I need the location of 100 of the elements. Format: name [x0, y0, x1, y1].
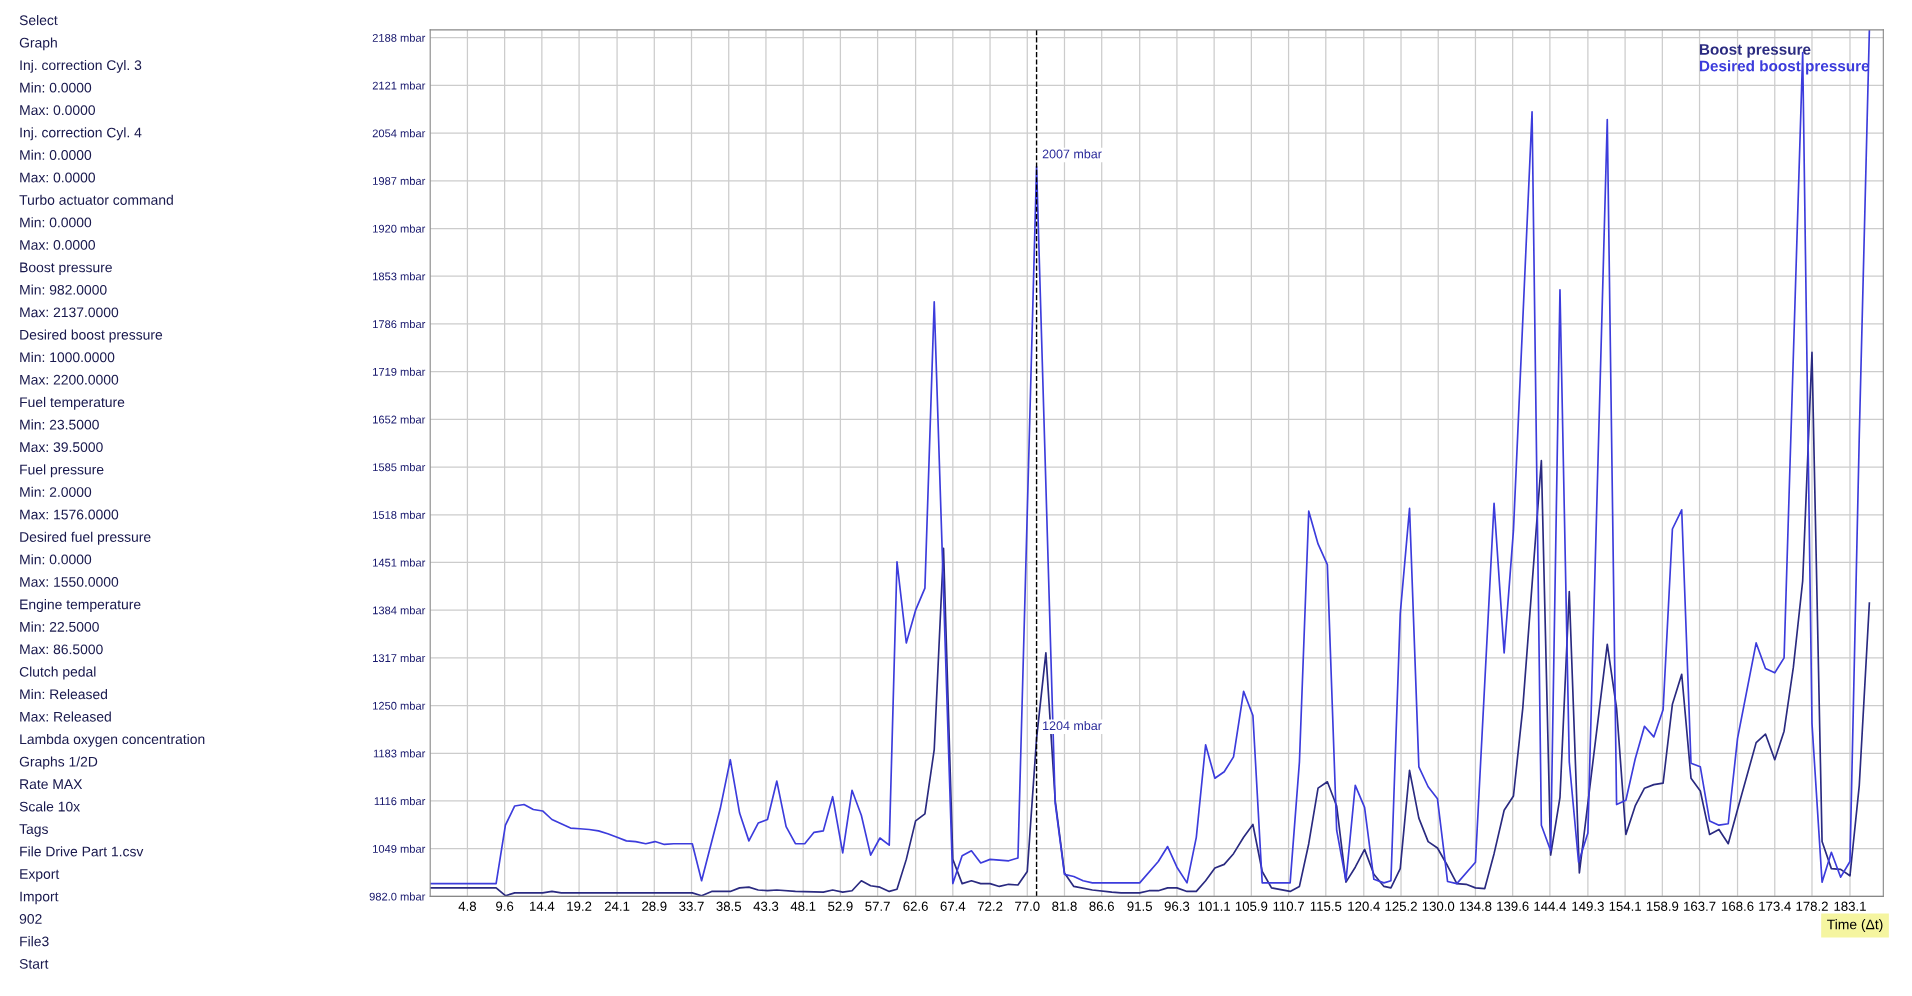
text: Boost pressure — [20, 262, 112, 276]
text: 902 — [19, 914, 42, 924]
x-tick-label: 86.6 — [1089, 901, 1114, 911]
line-series — [430, 351, 1871, 897]
y-tick-label: 1786 mbar — [373, 319, 426, 329]
x-tick-label: 52.9 — [828, 901, 853, 911]
text: Max: 0.0000 — [20, 105, 96, 116]
x-tick-label: 163.7 — [1684, 901, 1716, 911]
text: Min: 0.0000 — [20, 217, 92, 228]
x-tick-label: 91.5 — [1127, 901, 1152, 911]
x-tick-label: 149.3 — [1572, 901, 1604, 911]
x-tick-label: 139.6 — [1497, 901, 1529, 911]
y-tick-label: 1183 mbar — [373, 749, 426, 758]
x-tick-label: 48.1 — [790, 901, 816, 911]
y-tick-label: 982.0 mbar — [369, 892, 426, 901]
x-tick-label: 173.4 — [1759, 901, 1791, 911]
text: Desired boost pressure — [20, 329, 163, 343]
text: Max: 0.0000 — [20, 172, 96, 183]
y-tick-label: 1451 mbar — [373, 558, 426, 567]
x-tick-label: 134.8 — [1459, 901, 1492, 911]
text: Engine temperature — [20, 599, 141, 613]
x-tick-label: 168.6 — [1722, 901, 1754, 911]
text: Clutch pedal — [19, 666, 96, 680]
text: Fuel temperature — [20, 396, 125, 410]
text: Export — [20, 869, 60, 882]
text: Max: 0.0000 — [20, 239, 96, 250]
series-label: Desired boost pressure — [1699, 60, 1870, 75]
y-tick-label: 1250 mbar — [373, 701, 426, 710]
x-tick-label: 4.8 — [458, 901, 477, 911]
x-tick-label: 120.4 — [1348, 901, 1380, 911]
x-tick-label: 144.4 — [1534, 901, 1567, 911]
x-tick-label: 105.9 — [1235, 901, 1268, 911]
y-tick-label: 1987 mbar — [373, 176, 426, 185]
text: Desired fuel pressure — [20, 531, 151, 545]
text: Max: 86.5000 — [20, 644, 103, 655]
y-tick-label: 1049 mbar — [373, 844, 426, 853]
text: Tags — [19, 824, 48, 837]
y-tick-label: 2188 mbar — [372, 33, 426, 42]
text: Scale 10x — [19, 801, 80, 812]
text: Inj. correction Cyl. 3 — [20, 59, 142, 73]
y-tick-label: 1719 mbar — [373, 367, 426, 376]
y-tick-label: 1652 mbar — [373, 415, 426, 424]
x-tick-label: 110.7 — [1273, 901, 1304, 911]
x-tick-label: 154.1 — [1609, 901, 1641, 911]
annotation: 1204 mbar — [1043, 720, 1102, 731]
text: Max: 39.5000 — [20, 442, 103, 453]
text: Rate MAX — [20, 779, 83, 790]
x-tick-label: 24.1 — [604, 901, 630, 911]
text: Min: Released — [20, 688, 107, 700]
x-tick-label: 125.2 — [1385, 901, 1417, 911]
x-axis-title: Time (Δt) — [1827, 919, 1883, 933]
x-tick-label: 72.2 — [977, 901, 1003, 911]
y-tick-label: 2054 mbar — [372, 129, 426, 138]
text: Import — [20, 891, 59, 905]
x-tick-label: 96.3 — [1164, 901, 1190, 911]
x-tick-label: 158.9 — [1646, 901, 1679, 911]
text: Max: 2200.0000 — [20, 374, 119, 385]
text: Select — [19, 14, 58, 26]
text: Graph — [19, 37, 57, 51]
text: Min: 22.5000 — [20, 621, 99, 632]
text: Min: 0.0000 — [20, 82, 92, 93]
text: File3 — [20, 936, 49, 947]
x-tick-label: 57.7 — [865, 901, 890, 911]
text: Max: Released — [20, 711, 111, 722]
x-tick-label: 183.1 — [1834, 901, 1866, 911]
text: Min: 23.5000 — [20, 419, 99, 430]
y-tick-label: 1585 mbar — [373, 463, 426, 472]
text: Start — [19, 958, 49, 969]
text: Max: 2137.0000 — [20, 307, 119, 318]
text: Fuel pressure — [20, 464, 104, 478]
line-series — [430, 29, 1871, 885]
text: File Drive Part 1.csv — [20, 846, 144, 857]
x-tick-label: 28.9 — [642, 901, 667, 911]
y-tick-label: 1518 mbar — [373, 510, 426, 519]
text: Inj. correction Cyl. 4 — [20, 127, 142, 141]
x-tick-label: 9.6 — [496, 901, 514, 911]
text: Min: 1000.0000 — [20, 351, 115, 363]
y-tick-label: 1853 mbar — [373, 272, 426, 281]
x-tick-label: 130.0 — [1422, 901, 1455, 911]
x-tick-label: 38.5 — [716, 901, 742, 911]
x-tick-label: 77.0 — [1015, 901, 1040, 911]
x-tick-label: 178.2 — [1796, 901, 1828, 911]
text: Min: 982.0000 — [20, 284, 107, 295]
text: Min: 2.0000 — [20, 486, 92, 497]
text: Turbo actuator command — [19, 194, 173, 205]
x-tick-label: 67.4 — [940, 901, 966, 911]
x-tick-label: 115.5 — [1310, 901, 1342, 911]
x-tick-label: 101.1 — [1198, 901, 1231, 911]
text: Max: 1550.0000 — [20, 577, 119, 587]
y-tick-label: 1920 mbar — [373, 224, 426, 233]
text: Boost pressure — [1699, 44, 1811, 58]
x-tick-label: 14.4 — [530, 901, 555, 911]
x-tick-label: 19.2 — [567, 901, 592, 911]
annotation: 2007 mbar — [1042, 149, 1102, 159]
text: Graphs 1/2D — [19, 756, 98, 770]
y-tick-label: 1384 mbar — [373, 606, 426, 615]
text: Lambda oxygen concentration — [20, 733, 205, 747]
y-tick-label: 2121 mbar — [372, 81, 426, 90]
x-tick-label: 33.7 — [679, 901, 704, 911]
x-tick-label: 43.3 — [753, 901, 779, 911]
